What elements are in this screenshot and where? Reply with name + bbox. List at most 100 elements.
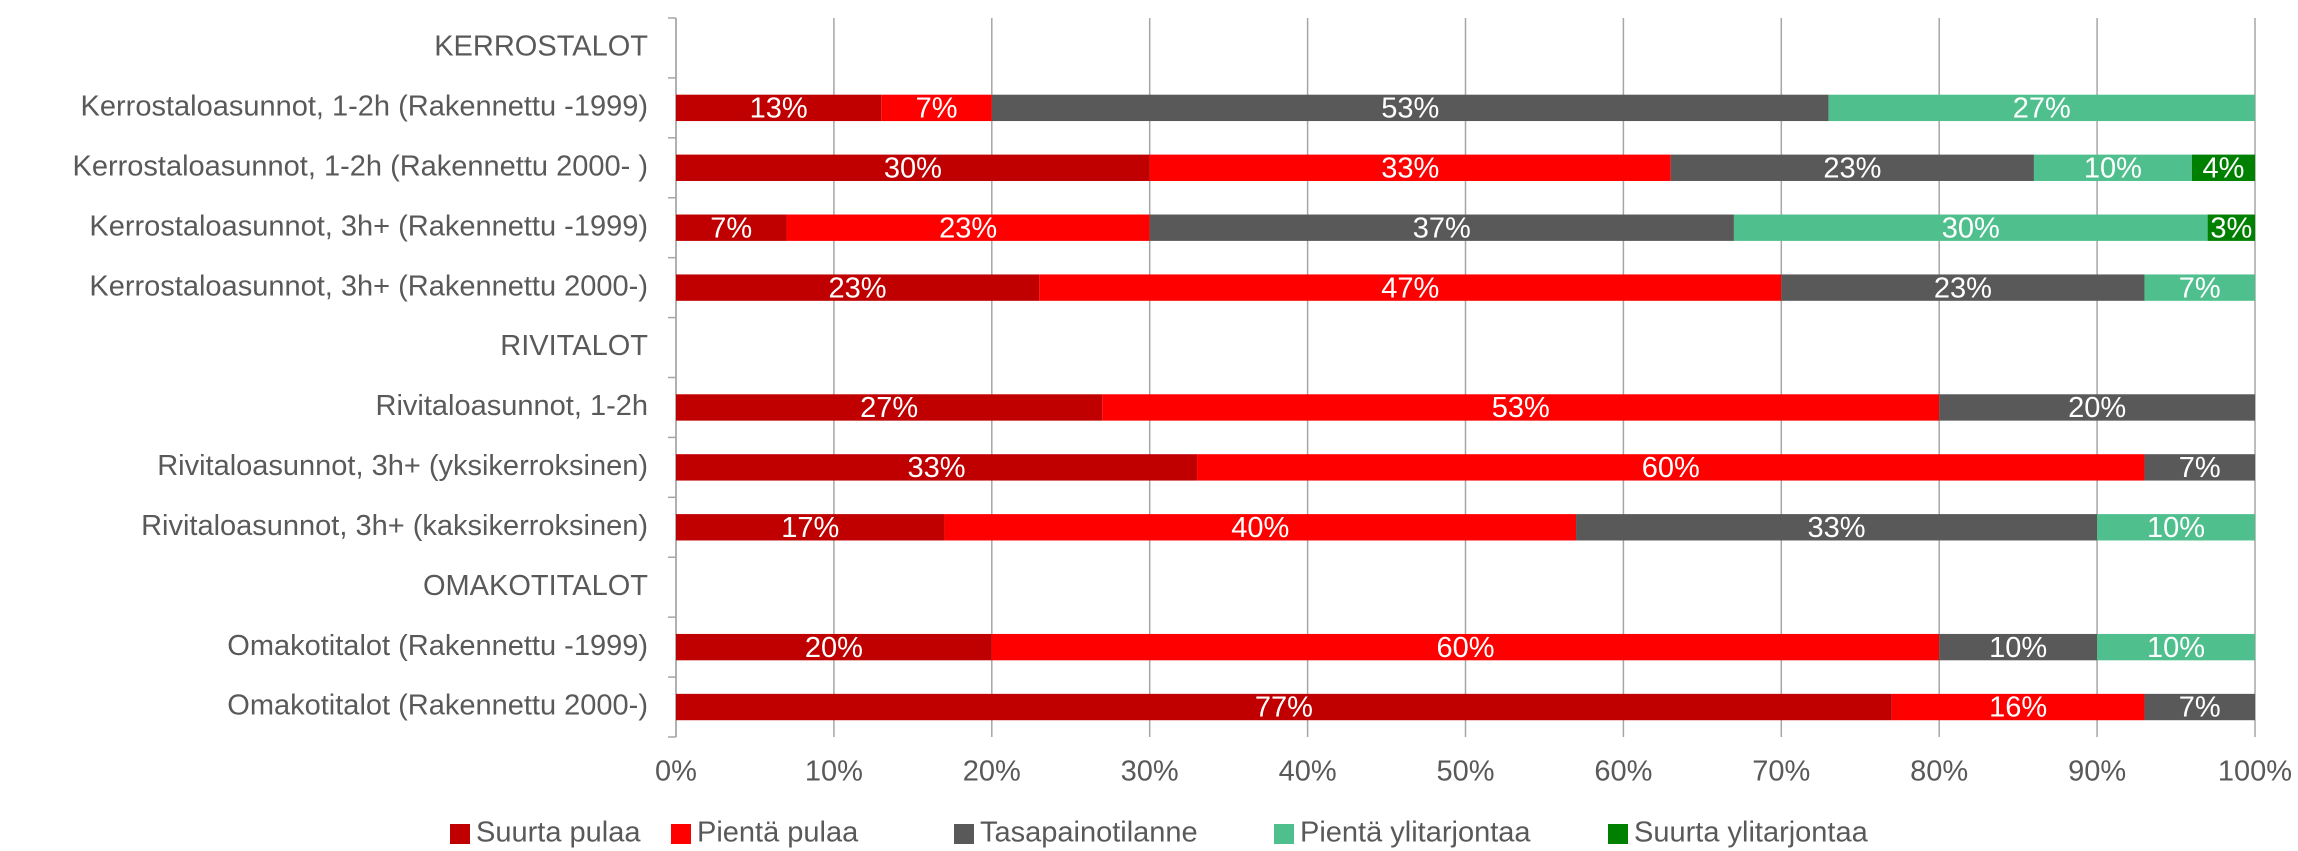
data-label: 10% [2147, 632, 2205, 664]
legend-swatch [671, 824, 691, 844]
data-label: 20% [2068, 392, 2126, 424]
data-label: 33% [1381, 152, 1439, 184]
data-label: 10% [2147, 512, 2205, 544]
legend-swatch [1608, 824, 1628, 844]
data-label: 33% [908, 452, 966, 484]
x-tick-label: 30% [1121, 756, 1179, 788]
y-tick-label: Kerrostaloasunnot, 3h+ (Rakennettu 2000-… [89, 270, 648, 302]
legend-label: Suurta pulaa [476, 817, 641, 849]
bar-segment [676, 514, 945, 541]
bar-segment [1828, 94, 2255, 122]
bar-segment [944, 514, 1577, 541]
bar-segment [676, 633, 992, 661]
legend-label: Suurta ylitarjontaa [1634, 817, 1869, 849]
data-label: 33% [1808, 512, 1866, 544]
y-tick-label: Kerrostaloasunnot, 1-2h (Rakennettu 2000… [72, 150, 648, 182]
data-label: 53% [1492, 392, 1550, 424]
data-label: 7% [2179, 272, 2221, 304]
bar-segment [1891, 693, 2145, 721]
data-label: 7% [2179, 692, 2221, 724]
data-label: 7% [2179, 452, 2221, 484]
data-label: 20% [805, 632, 863, 664]
data-label: 3% [2210, 212, 2252, 244]
data-label: 30% [1942, 212, 2000, 244]
bar-segment [1197, 454, 2145, 481]
data-label: 16% [1989, 692, 2047, 724]
y-tick-label: Kerrostaloasunnot, 3h+ (Rakennettu -1999… [89, 210, 648, 242]
x-tick-label: 20% [963, 756, 1021, 788]
bar-segment [676, 274, 1040, 301]
bar-segment [1781, 274, 2145, 301]
bar-segment [881, 94, 992, 122]
bar-segment [1102, 394, 1940, 421]
bar-segment [786, 214, 1150, 241]
bar-segment [676, 693, 1892, 721]
y-tick-label: Omakotitalot (Rakennettu -1999) [227, 630, 648, 662]
y-tick-label: KERROSTALOT [434, 31, 648, 63]
legend-swatch [450, 824, 470, 844]
bar-segment [1149, 154, 1671, 181]
bar-segment [2207, 214, 2255, 241]
data-label: 60% [1642, 452, 1700, 484]
data-label: 37% [1413, 212, 1471, 244]
y-tick-label: Rivitaloasunnot, 3h+ (kaksikerroksinen) [141, 510, 648, 542]
bar-segment [1733, 214, 2208, 241]
data-label: 30% [884, 152, 942, 184]
legend-swatch [1274, 824, 1294, 844]
data-label: 10% [1989, 632, 2047, 664]
bar-segment [1149, 214, 1734, 241]
bar-segment [676, 154, 1150, 181]
bar-segment [1939, 633, 2098, 661]
data-label: 53% [1381, 93, 1439, 125]
bar-segment [676, 214, 787, 241]
y-tick-label: Rivitaloasunnot, 3h+ (yksikerroksinen) [157, 450, 648, 482]
y-tick-label: Kerrostaloasunnot, 1-2h (Rakennettu -199… [81, 91, 648, 123]
bar-segment [2144, 693, 2255, 721]
data-label: 7% [710, 212, 752, 244]
bar-segment [2097, 514, 2255, 541]
data-label: 40% [1231, 512, 1289, 544]
x-tick-label: 100% [2218, 756, 2292, 788]
data-label: 13% [750, 93, 808, 125]
bar-segment [1670, 154, 2034, 181]
y-tick-label: RIVITALOT [500, 330, 648, 362]
y-tick-label: Rivitaloasunnot, 1-2h [376, 390, 648, 422]
bar-segment [2033, 154, 2192, 181]
data-label: 17% [781, 512, 839, 544]
x-tick-label: 90% [2068, 756, 2126, 788]
bar-segment [2097, 633, 2255, 661]
data-label: 23% [1823, 152, 1881, 184]
bar-segment [1576, 514, 2098, 541]
y-tick-label: Omakotitalot (Rakennettu 2000-) [227, 690, 648, 722]
y-tick-label: OMAKOTITALOT [423, 570, 648, 602]
legend-label: Pientä ylitarjontaa [1300, 817, 1531, 849]
data-label: 10% [2084, 152, 2142, 184]
data-label: 47% [1381, 272, 1439, 304]
data-label: 60% [1436, 632, 1494, 664]
bar-segment [676, 94, 882, 122]
data-label: 7% [916, 93, 958, 125]
x-tick-label: 0% [655, 756, 697, 788]
bar-segment [2144, 274, 2255, 301]
data-label: 4% [2202, 152, 2244, 184]
bar-segment [991, 94, 1829, 122]
x-tick-label: 80% [1910, 756, 1968, 788]
data-label: 23% [939, 212, 997, 244]
bar-segment [991, 633, 1940, 661]
x-tick-label: 60% [1594, 756, 1652, 788]
x-tick-label: 40% [1279, 756, 1337, 788]
bar-segment [2144, 454, 2255, 481]
data-label: 77% [1255, 692, 1313, 724]
x-tick-label: 70% [1752, 756, 1810, 788]
x-tick-label: 50% [1436, 756, 1494, 788]
legend-label: Tasapainotilanne [980, 817, 1198, 849]
legend-swatch [954, 824, 974, 844]
data-label: 23% [1934, 272, 1992, 304]
bar-segment [676, 454, 1198, 481]
data-label: 23% [829, 272, 887, 304]
bar-segment [2191, 154, 2255, 181]
legend-label: Pientä pulaa [697, 817, 859, 849]
bar-segment [1939, 394, 2255, 421]
bar-segment [676, 394, 1103, 421]
